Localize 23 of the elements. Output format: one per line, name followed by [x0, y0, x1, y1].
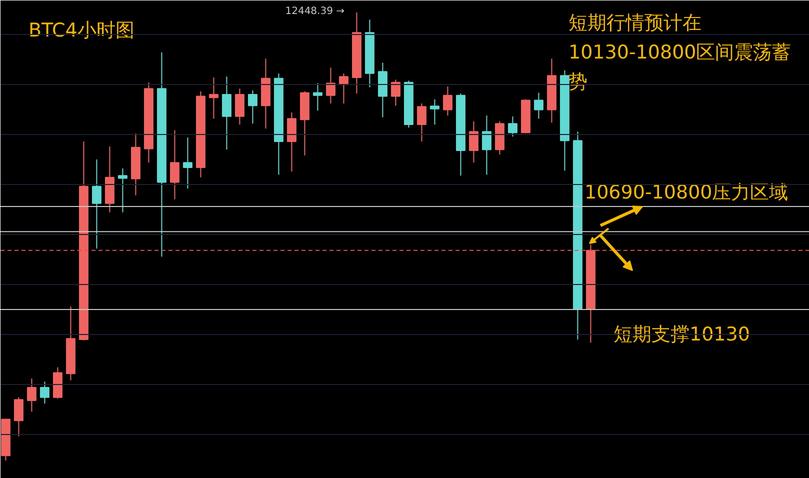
candlestick [430, 98, 440, 125]
candlestick [14, 396, 24, 437]
candlestick [442, 86, 452, 116]
candlestick [534, 92, 544, 120]
candlestick [170, 130, 180, 200]
candlestick [118, 168, 128, 213]
annotation: 12448.39 → [285, 6, 345, 17]
candlestick [468, 120, 478, 164]
candlestick [312, 82, 322, 112]
candlestick [416, 102, 426, 142]
candlestick [390, 79, 400, 106]
candlestick [508, 116, 518, 138]
candlestick [222, 76, 232, 150]
candlestick [234, 88, 244, 125]
candlestick [208, 76, 218, 120]
candlestick [182, 136, 192, 190]
candlestick [26, 378, 36, 412]
candlestick [286, 112, 296, 172]
candlestick [248, 90, 258, 124]
candlestick [326, 67, 336, 104]
candlestick [482, 115, 492, 176]
candlestick [40, 381, 50, 404]
candlestick [92, 158, 102, 250]
